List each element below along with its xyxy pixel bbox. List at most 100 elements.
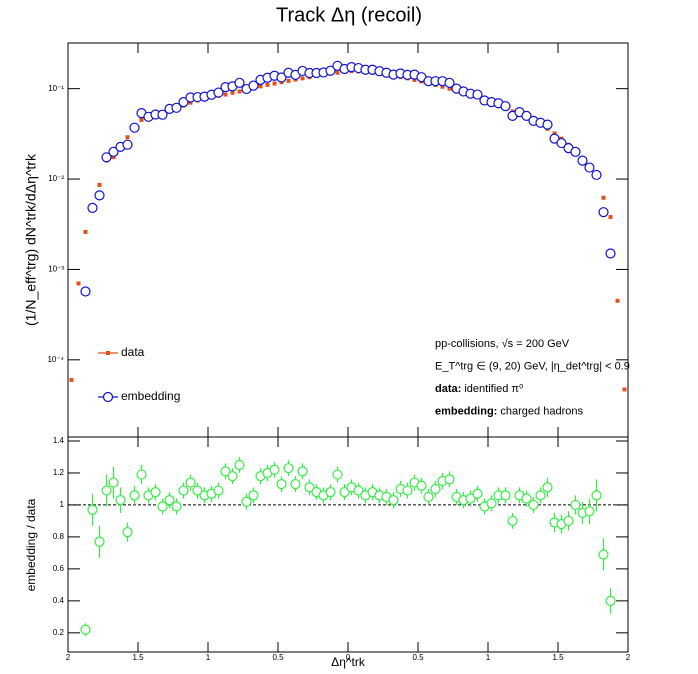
annotation-bold: data: (435, 383, 461, 395)
x-tick-label: 0.5 (272, 653, 284, 662)
data-point (444, 474, 455, 485)
data-point (129, 122, 140, 133)
annotation: E_T^trg ∈ (9, 20) GeV, |η_det^trg| < 0.9 (435, 360, 630, 372)
data-point (402, 485, 413, 496)
data-point (87, 504, 98, 515)
data-point (304, 482, 315, 493)
data-point (332, 469, 343, 480)
data-point (94, 190, 105, 201)
data-point (521, 110, 532, 121)
data-point (444, 77, 455, 88)
data-point (608, 215, 613, 220)
y-tick-label: 10⁻³ (48, 265, 64, 274)
data-point (188, 100, 193, 105)
annotation: embedding: charged hadrons (435, 405, 583, 417)
data-point (570, 146, 581, 157)
y-tick-label: 0.4 (53, 596, 65, 605)
data-point (507, 515, 518, 527)
annotation: data: identified π⁰ (435, 383, 524, 395)
data-point (258, 84, 263, 89)
data-point (412, 77, 417, 82)
y-tick-label: 10⁻² (48, 174, 64, 183)
data-point (248, 490, 259, 501)
data-point (605, 248, 616, 259)
x-tick-label: 2 (66, 653, 71, 662)
data-point (353, 485, 364, 496)
annotation-text: pp-collisions, √s = 200 GeV (435, 338, 570, 350)
data-point (528, 499, 539, 511)
data-point (171, 102, 182, 113)
data-point (472, 488, 483, 499)
data-point (276, 479, 287, 490)
legend-label: data (121, 345, 145, 359)
data-point (122, 527, 133, 538)
data-point (164, 495, 175, 506)
data-point (213, 87, 224, 98)
data-point (234, 459, 245, 471)
data-point (605, 595, 616, 606)
data-point (76, 281, 81, 286)
data-point (272, 81, 277, 86)
annotation-text: charged hadrons (500, 405, 583, 417)
chart-title: Track Δη (recoil) (276, 4, 422, 26)
data-point (108, 477, 119, 488)
data-point (69, 377, 74, 382)
annotation: pp-collisions, √s = 200 GeV (435, 338, 570, 350)
data-point (563, 515, 574, 527)
legend-marker (106, 351, 110, 355)
data-point (83, 229, 88, 234)
data-point (598, 207, 609, 218)
data-point (213, 485, 224, 496)
data-point (500, 101, 511, 112)
data-point (111, 155, 116, 160)
y-tick-label: 10⁻⁴ (47, 355, 64, 364)
data-point (276, 72, 287, 83)
x-tick-label: 2 (626, 653, 631, 662)
data-point (591, 490, 602, 501)
y-axis-label: (1/N_eff^trg) dN^trk/dΔη^trk (23, 153, 39, 326)
data-point (500, 490, 511, 501)
data-point (570, 499, 581, 511)
annotation-bold: embedding: (435, 405, 497, 417)
data-point (230, 90, 235, 95)
data-point (388, 495, 399, 506)
data-point (192, 485, 203, 496)
data-point (94, 536, 105, 547)
legend-label: embedding (121, 389, 180, 403)
data-point (423, 491, 434, 503)
data-point (101, 485, 112, 496)
data-point (265, 82, 270, 87)
data-point (584, 506, 595, 517)
x-axis-label: Δη^trk (331, 655, 366, 669)
data-point (80, 286, 91, 297)
data-point (535, 490, 546, 501)
data-point (549, 133, 560, 144)
data-point (139, 118, 144, 123)
data-point (223, 92, 228, 97)
data-point (556, 137, 567, 149)
data-point (227, 471, 238, 482)
data-point (542, 482, 553, 493)
data-point (598, 549, 609, 560)
y-tick-label: 10⁻¹ (48, 84, 64, 93)
data-point (447, 86, 452, 91)
y-tick-label: 0.6 (53, 564, 65, 573)
x-tick-label: 1.5 (552, 653, 564, 662)
data-point (185, 477, 196, 488)
data-point (297, 466, 308, 477)
data-point (171, 501, 182, 512)
y-tick-label: 0.8 (53, 532, 65, 541)
data-point (440, 84, 445, 89)
data-point (125, 135, 130, 140)
data-point (237, 89, 242, 94)
x-tick-label: 0 (346, 653, 351, 662)
data-point (157, 501, 168, 512)
data-point (136, 469, 147, 480)
data-point (269, 464, 280, 475)
data-point (290, 479, 301, 490)
data-point (416, 480, 427, 491)
y-tick-label: 1.2 (53, 468, 65, 477)
data-point (615, 298, 620, 303)
annotation-text: E_T^trg ∈ (9, 20) GeV, |η_det^trg| < 0.9 (435, 360, 630, 372)
